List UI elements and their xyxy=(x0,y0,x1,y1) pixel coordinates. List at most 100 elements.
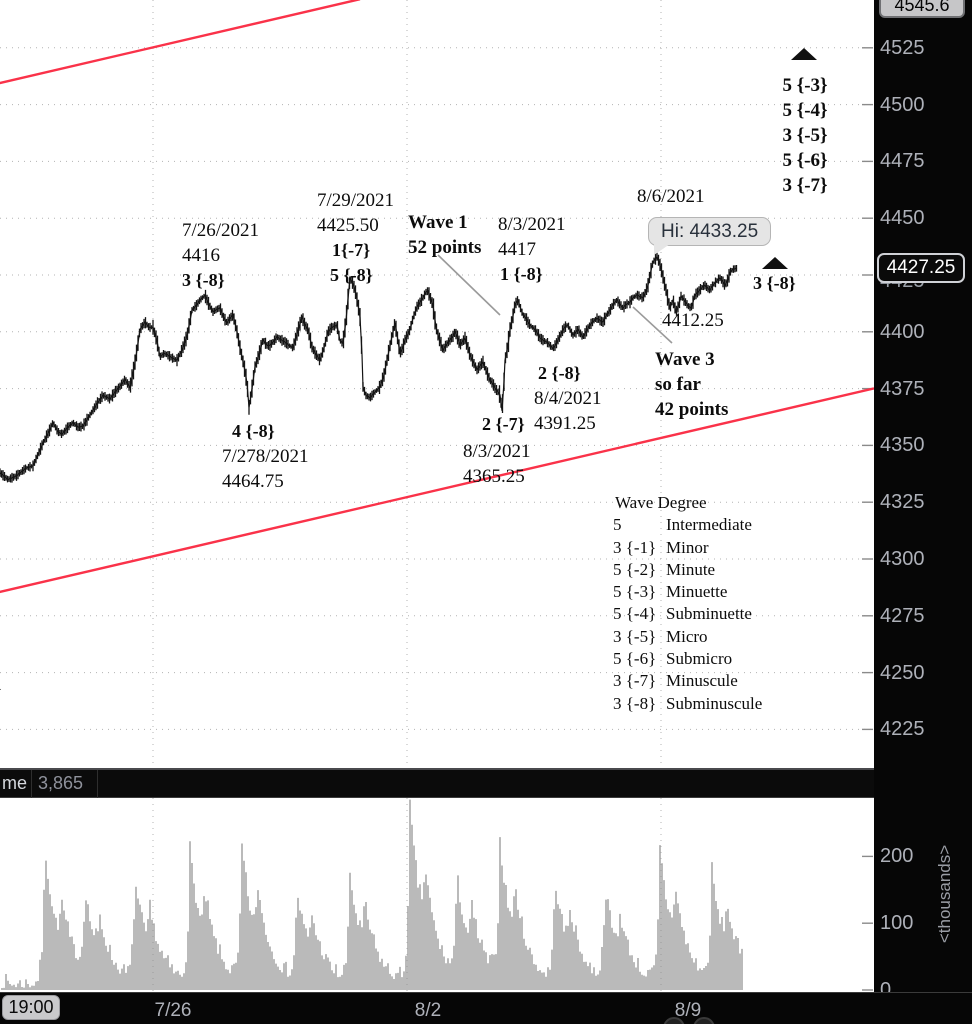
legend-degree: 3 {-7} xyxy=(613,671,657,691)
legend-degree: 5 {-4} xyxy=(613,604,657,624)
legend-degree: 5 {-6} xyxy=(613,649,657,669)
legend-degree: 5 {-3} xyxy=(613,582,657,602)
annotation-line: Wave 1 xyxy=(408,212,468,233)
annotation-line: 2 {-8} xyxy=(538,363,581,383)
annotation-line: 4391.25 xyxy=(534,413,596,434)
time-scale[interactable]: 19:00 7/26 8/2 8/9 xyxy=(0,992,972,1024)
price-axis-label: 4350 xyxy=(880,434,925,457)
annotation-line: 4 {-8} xyxy=(232,421,275,441)
legend-name: Minuette xyxy=(666,582,728,602)
legend-title: Wave Degree xyxy=(615,493,707,512)
wave-annotation[interactable]: 8/3/2021 4417 1 {-8} xyxy=(498,212,566,287)
wave-degree-legend[interactable]: Wave Degree 5 Intermediate 3 {-1} Minor 5 {-… xyxy=(613,492,762,715)
price-axis-label: 4250 xyxy=(880,661,925,684)
annotation-line: 4412.25 xyxy=(662,310,724,331)
legend-name: Subminuette xyxy=(666,604,752,624)
annotation-line: 8/4/2021 xyxy=(534,388,602,409)
annotation-line: 3 {-8} xyxy=(753,273,796,293)
legend-row: 3 {-5} Micro xyxy=(613,626,762,648)
time-axis-label: 8/9 xyxy=(674,1000,702,1021)
annotation-line: 4464.75 xyxy=(222,471,284,492)
price-axis-label: 4375 xyxy=(880,377,925,400)
annotation-line: 7/278/2021 xyxy=(222,446,309,467)
wave-annotation[interactable]: 2 {-7} xyxy=(482,412,525,437)
wave-annotation[interactable]: 2 {-8} 8/4/2021 4391.25 xyxy=(534,361,602,436)
price-axis-label: 4450 xyxy=(880,207,925,230)
legend-row: 5 {-4} Subminuette xyxy=(613,603,762,625)
up-triangle-icon[interactable] xyxy=(762,257,788,269)
wave-annotation[interactable]: 7/26/2021 4416 3 {-8} xyxy=(182,218,259,293)
annotation-line: 8/6/2021 xyxy=(637,186,705,207)
legend-name: Submicro xyxy=(666,649,733,669)
volume-axis-label: 200 xyxy=(880,845,914,868)
price-scale[interactable]: 4545.6 4425 4427.25 45254500447544504400… xyxy=(874,0,972,1024)
price-series-bars[interactable] xyxy=(0,252,738,483)
legend-degree: 5 xyxy=(613,515,622,535)
legend-name: Minuscule xyxy=(666,671,738,691)
annotation-line: 7/26/2021 xyxy=(182,220,260,241)
wave-annotation[interactable]: 5 {-3} 5 {-4} 3 {-5} 5 {-6} 3 {-7} xyxy=(782,73,827,198)
legend-degree: 3 {-1} xyxy=(613,537,657,557)
price-axis-label: 4275 xyxy=(880,604,925,627)
legend-name: Subminuscule xyxy=(666,693,763,713)
legend-degree: 3 {-8} xyxy=(613,693,657,713)
annotation-line: 5 {-6} xyxy=(782,150,828,171)
legend-name: Micro xyxy=(666,626,708,646)
legend-name: Intermediate xyxy=(666,515,752,535)
wave-annotation[interactable]: 4412.25 xyxy=(662,308,724,333)
annotation-line: 4425.50 xyxy=(317,215,379,236)
price-axis-label: 4500 xyxy=(880,93,925,116)
volume-bars xyxy=(1,799,743,990)
wave-annotation[interactable]: 8/3/2021 4365.25 xyxy=(463,439,531,489)
annotation-line: so far xyxy=(655,374,701,395)
legend-row: 5 {-6} Submicro xyxy=(613,648,762,670)
crosshair-time-badge: 19:00 xyxy=(2,995,60,1020)
volume-indicator-label: me xyxy=(2,773,28,793)
annotation-line: 4416 xyxy=(182,245,220,266)
wave-annotation[interactable]: Wave 1 52 points xyxy=(408,210,481,260)
legend-row: 3 {-8} Subminuscule xyxy=(613,693,762,715)
annotation-line: Wave 3 xyxy=(655,349,715,370)
annotation-line: 3 {-8} xyxy=(182,270,225,290)
annotation-line: 5 {-4} xyxy=(782,100,828,121)
trend-channel-upper[interactable] xyxy=(0,0,361,85)
price-axis-label: 4325 xyxy=(880,491,925,514)
annotation-line: 42 points xyxy=(655,399,729,420)
wave-annotation[interactable]: Wave 3 so far 42 points xyxy=(655,347,728,422)
volume-chart-canvas xyxy=(1,798,873,992)
price-axis-label: 4475 xyxy=(880,150,925,173)
annotation-line: 3 {-7} xyxy=(782,175,828,196)
price-chart-canvas xyxy=(0,0,874,768)
last-price-badge: 4427.25 xyxy=(877,253,965,283)
legend-name: Minute xyxy=(666,559,716,579)
volume-indicator-strip[interactable]: me 3,865 xyxy=(0,768,874,798)
annotation-line: 7/29/2021 xyxy=(317,190,395,211)
price-axis-label: 4400 xyxy=(880,320,925,343)
annotation-line: 5 {-8} xyxy=(330,265,373,285)
annotation-line: 1{-7} xyxy=(332,240,371,260)
annotation-line: 8/3/2021 xyxy=(463,441,531,462)
annotation-line: 8/3/2021 xyxy=(498,214,566,235)
annotation-line: 4417 xyxy=(498,239,536,260)
strip-separator xyxy=(97,770,98,798)
wave-annotation[interactable]: 7/29/2021 4425.50 1{-7} 5 {-8} xyxy=(317,188,394,288)
hi-price-callout[interactable]: Hi: 4433.25 xyxy=(648,217,772,255)
wave-annotation[interactable]: 4 {-8} 7/278/2021 4464.75 xyxy=(222,419,309,494)
clipped-wave-label: } xyxy=(0,676,1,701)
trend-channel-lower[interactable] xyxy=(0,387,874,594)
price-axis-label: 4300 xyxy=(880,548,925,570)
legend-row: 3 {-1} Minor xyxy=(613,537,762,559)
wave-annotation[interactable]: 8/6/2021 xyxy=(637,184,705,209)
annotation-line: 1 {-8} xyxy=(500,264,543,284)
volume-pane[interactable] xyxy=(0,798,874,992)
wave-annotation[interactable]: 3 {-8} xyxy=(753,271,796,296)
channel-price-badge: 4545.6 xyxy=(879,0,965,18)
annotation-line: 5 {-3} xyxy=(782,75,828,96)
price-axis-label: 4225 xyxy=(880,718,925,741)
up-triangle-icon[interactable] xyxy=(791,48,817,60)
price-pane[interactable]: } 7/26/2021 4416 3 {-8} 7/29/2021 4425.50 1{-… xyxy=(0,0,874,768)
price-axis-label: 4525 xyxy=(880,36,925,59)
legend-row: 5 {-3} Minuette xyxy=(613,581,762,603)
legend-row: 5 {-2} Minute xyxy=(613,559,762,581)
